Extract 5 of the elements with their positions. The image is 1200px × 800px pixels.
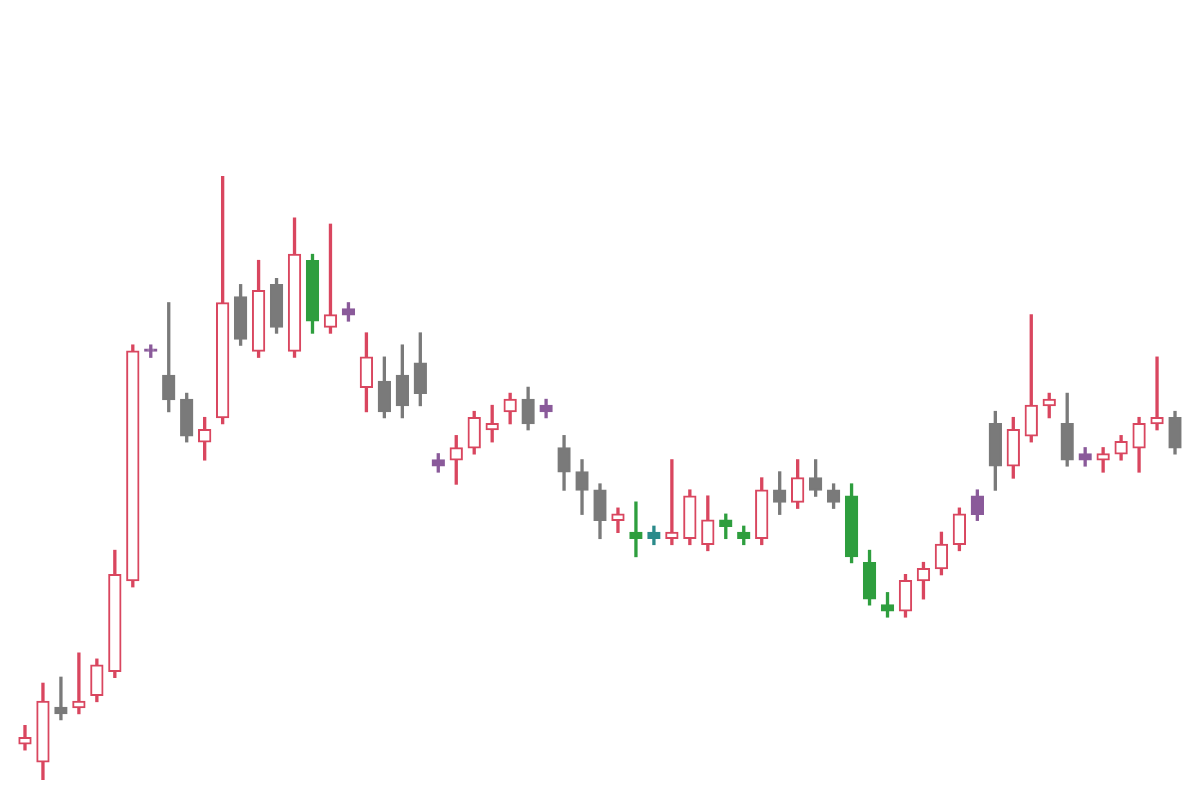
candlestick [54,676,68,721]
candlestick [1150,356,1164,431]
candlestick [72,652,86,715]
candlestick [629,501,643,558]
candlestick [665,459,679,546]
